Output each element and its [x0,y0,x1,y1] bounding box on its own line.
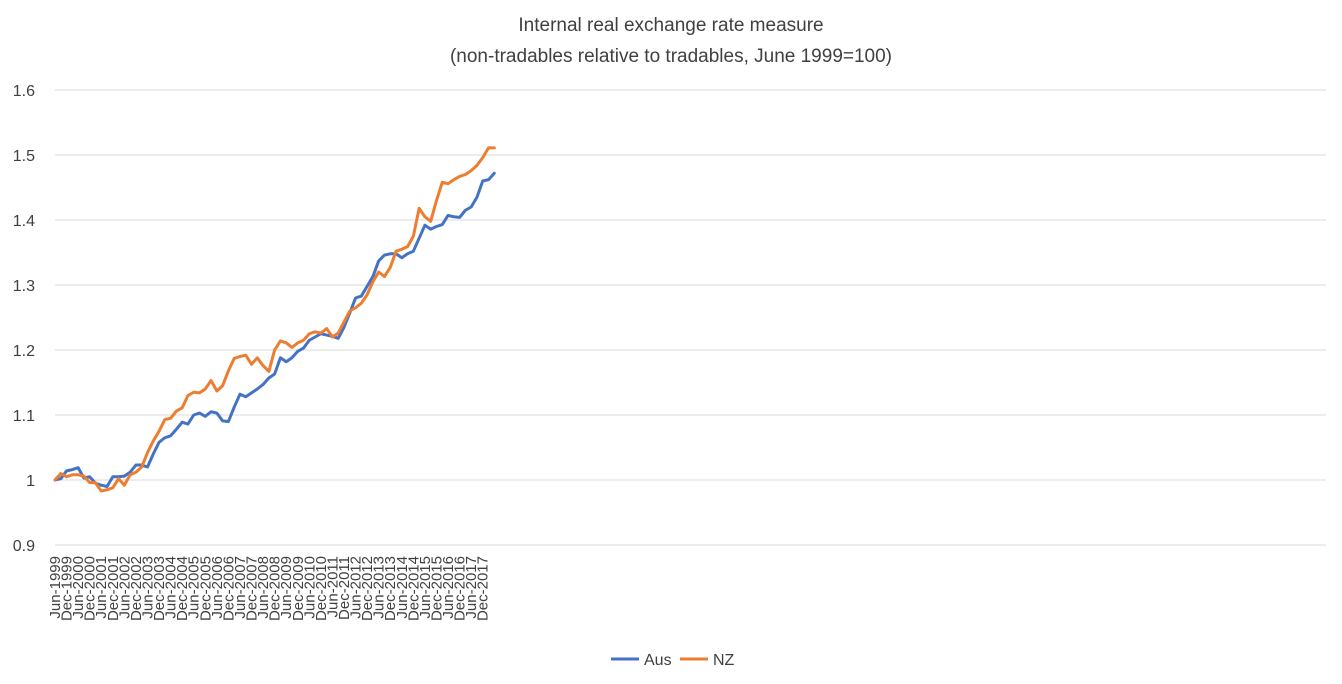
series-line-nz [53,146,496,493]
chart-subtitle: (non-tradables relative to tradables, Ju… [450,46,892,67]
x-tick-label: Dec-2013 [382,556,399,621]
series-lines [53,146,496,493]
y-tick-label: 1 [26,473,35,490]
y-axis-ticks: 0.9 1 1.1 1.2 1.3 1.4 1.5 1.6 [13,83,35,555]
y-tick-label: 1.3 [13,278,35,295]
x-tick-label: Jun-2011 [324,556,341,617]
y-tick-label: 1.4 [13,213,35,230]
x-tick-label: Dec-2009 [290,556,307,621]
y-tick-label: 1.1 [13,408,35,425]
y-tick-label: 1.5 [13,148,35,165]
x-tick-label: Dec-2001 [105,556,122,621]
x-axis-ticks: Jun-1999Dec-1999Jun-2000Dec-2000Jun-2001… [47,556,492,621]
y-tick-label: 0.9 [13,538,35,555]
x-tick-label: Jun-2004 [163,556,180,619]
x-tick-label: Jun-2013 [371,556,388,619]
x-tick-label: Jun-2001 [93,556,110,619]
x-tick-label: Dec-2012 [359,556,376,621]
x-tick-label: Dec-2007 [244,556,261,621]
x-tick-label: Jun-2012 [348,556,365,619]
x-tick-label: Jun-2010 [301,556,318,619]
x-tick-label: Dec-2000 [82,556,99,621]
x-tick-label: Dec-2003 [151,556,168,621]
x-tick-label: Dec-2008 [267,556,284,621]
x-tick-label: Jun-2000 [70,556,87,619]
x-tick-label: Jun-2007 [232,556,249,619]
x-tick-label: Jun-2016 [440,556,457,619]
x-tick-label: Dec-2006 [220,556,237,621]
y-tick-label: 1.2 [13,343,35,360]
x-tick-label: Jun-2009 [278,556,295,619]
x-tick-label: Dec-2017 [475,556,492,621]
x-tick-label: Dec-2014 [405,556,422,621]
legend-label-aus: Aus [644,652,672,669]
x-tick-label: Jun-2015 [417,556,434,619]
x-tick-label: Jun-2003 [139,556,156,619]
chart-title: Internal real exchange rate measure [518,15,823,36]
x-tick-label: Dec-2015 [428,556,445,621]
x-tick-label: Dec-2010 [313,556,330,621]
x-tick-label: Jun-2005 [186,556,203,619]
x-tick-label: Jun-2017 [463,556,480,619]
x-tick-label: Dec-2005 [197,556,214,621]
x-tick-label: Jun-2006 [209,556,226,619]
x-tick-label: Dec-2004 [174,556,191,621]
x-tick-label: Dec-1999 [59,556,76,621]
x-tick-label: Dec-2011 [336,556,353,620]
x-tick-label: Jun-2002 [116,556,133,619]
y-tick-label: 1.6 [13,83,35,100]
legend-label-nz: NZ [713,652,735,669]
x-tick-label: Jun-2014 [394,556,411,619]
series-line-aus [53,171,496,488]
x-tick-label: Jun-2008 [255,556,272,619]
gridlines [55,89,1326,546]
x-tick-label: Jun-1999 [47,556,64,619]
x-tick-label: Dec-2016 [452,556,469,621]
legend: Aus NZ [611,652,735,669]
x-tick-label: Dec-2002 [128,556,145,621]
